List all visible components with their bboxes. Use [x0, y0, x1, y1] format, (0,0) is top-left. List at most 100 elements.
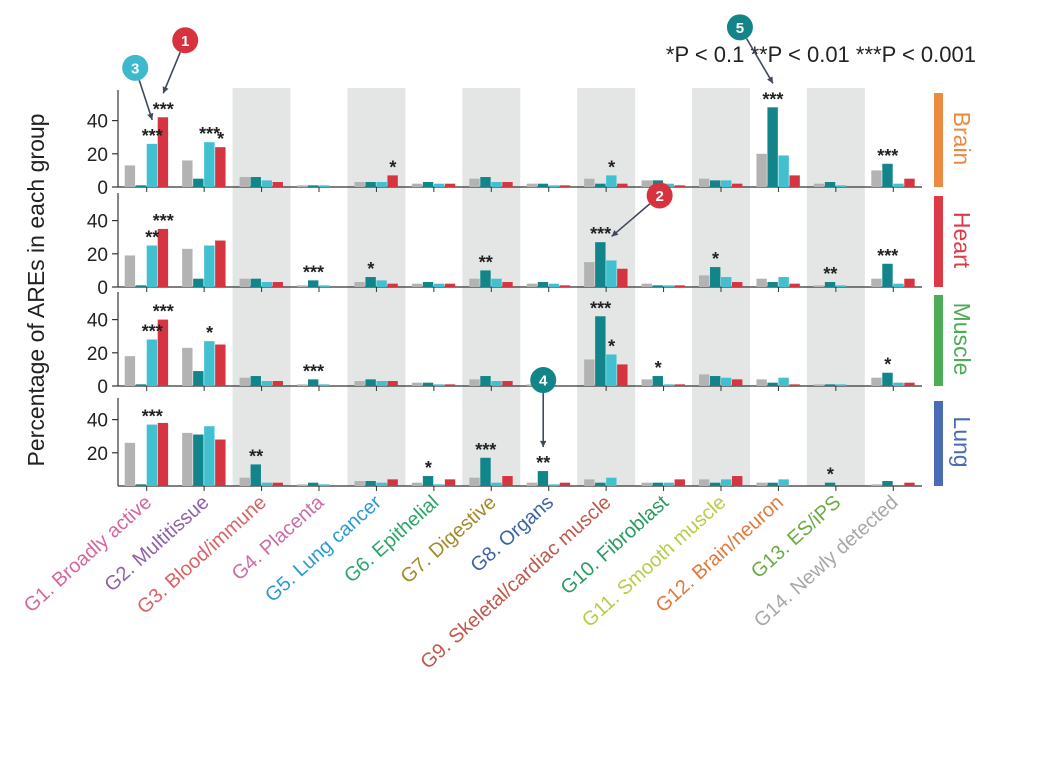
callout-badge — [646, 182, 673, 209]
bar — [204, 426, 215, 486]
significance-mark: *** — [303, 361, 324, 381]
bar — [674, 185, 685, 187]
bar — [584, 359, 595, 386]
y-tick-label: 40 — [87, 411, 108, 432]
y-tick-label: 20 — [87, 344, 108, 365]
y-tick-label: 40 — [87, 212, 108, 233]
callout-arrow — [611, 203, 651, 238]
bar — [433, 484, 445, 486]
bar — [480, 457, 491, 486]
significance-mark: * — [367, 259, 374, 279]
bar — [376, 482, 387, 486]
bar — [835, 185, 847, 187]
bar — [641, 482, 652, 486]
bar — [732, 282, 743, 287]
bar — [215, 147, 226, 187]
bar — [674, 285, 685, 287]
bar — [721, 277, 732, 287]
bar — [674, 384, 685, 386]
bar — [261, 381, 272, 386]
bar — [732, 476, 743, 486]
bar — [308, 185, 319, 187]
significance-mark: *** — [877, 146, 898, 166]
bar — [756, 482, 767, 486]
bar — [595, 183, 606, 187]
bar — [135, 185, 147, 187]
significance-mark: *** — [590, 298, 611, 318]
bar — [699, 479, 710, 486]
callout-number: 4 — [539, 373, 548, 390]
bar — [469, 278, 480, 287]
bar — [365, 379, 376, 386]
bar — [157, 319, 169, 386]
bar — [824, 282, 836, 287]
bar — [756, 278, 767, 287]
bar — [584, 262, 595, 287]
panel-name: Brain — [949, 112, 975, 166]
bar — [261, 282, 272, 287]
bar — [250, 278, 261, 287]
bar — [365, 182, 376, 187]
bar — [319, 185, 330, 187]
y-tick-label: 20 — [87, 145, 108, 166]
panel-color-bar — [934, 295, 943, 386]
bar — [239, 477, 250, 486]
significance-mark: *** — [153, 211, 174, 231]
y-tick-label: 20 — [87, 245, 108, 266]
callout-arrow — [745, 38, 774, 84]
bar — [297, 484, 308, 486]
callout-badge — [530, 367, 557, 394]
bar — [606, 260, 617, 287]
bar — [491, 381, 502, 386]
bar — [548, 185, 560, 187]
bar — [261, 482, 272, 486]
bar — [893, 382, 904, 386]
bar — [239, 377, 250, 386]
bar — [721, 479, 732, 486]
significance-mark: * — [608, 157, 615, 177]
bar — [272, 381, 283, 386]
significance-mark: *** — [475, 440, 496, 460]
callout-badge — [726, 14, 753, 41]
bar — [789, 384, 800, 386]
bar — [767, 282, 778, 287]
bar — [422, 182, 434, 187]
bar — [193, 278, 204, 287]
bar — [182, 347, 193, 386]
bar — [239, 278, 250, 287]
bar — [663, 384, 674, 386]
bar — [502, 182, 513, 187]
bar — [767, 482, 778, 486]
bar — [193, 178, 204, 187]
bar — [606, 354, 617, 386]
panel-name: Muscle — [949, 303, 975, 376]
bar — [433, 183, 445, 187]
callout-badge — [172, 27, 199, 54]
bar — [606, 477, 617, 486]
bar — [710, 180, 721, 187]
bar — [411, 482, 423, 486]
bar — [124, 165, 136, 187]
bar — [319, 285, 330, 287]
significance-mark: *** — [142, 407, 163, 427]
bar — [297, 384, 308, 386]
callout-number: 3 — [131, 60, 139, 77]
bar — [595, 242, 606, 287]
bar — [308, 482, 319, 486]
bar — [491, 278, 502, 287]
bar — [871, 377, 882, 386]
bar — [893, 283, 904, 287]
bar — [469, 178, 480, 187]
bar — [871, 278, 882, 287]
bar — [250, 464, 261, 486]
bar — [526, 183, 538, 187]
y-tick-label: 0 — [97, 278, 108, 299]
callout-arrowhead — [147, 112, 154, 120]
bar — [387, 283, 398, 287]
bar — [871, 170, 882, 187]
bar — [433, 283, 445, 287]
significance-mark: *** — [877, 246, 898, 266]
bar — [146, 339, 158, 386]
bar — [778, 377, 789, 386]
